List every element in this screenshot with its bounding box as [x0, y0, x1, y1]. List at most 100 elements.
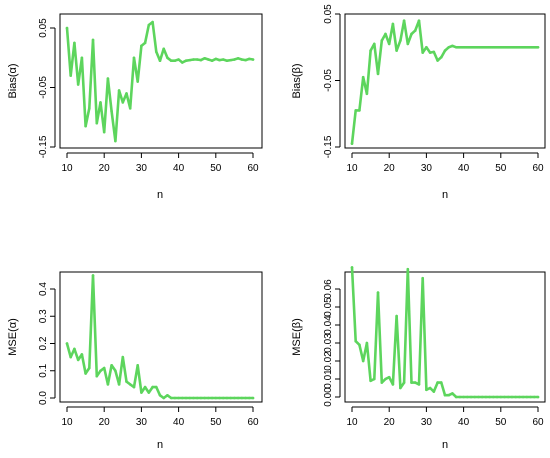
chart-panel-3: 10 20 30 40 50 60 0.0 0.1 0.2 0.3 0.4 n MSE(α): [7, 271, 263, 451]
series-line: [65, 20, 255, 143]
x-tick-label: 20: [384, 417, 396, 428]
data-point: [84, 372, 87, 375]
data-point: [462, 45, 465, 49]
data-point: [132, 56, 136, 60]
data-point: [439, 55, 443, 59]
y-tick-label: 0.00: [323, 387, 334, 407]
data-point: [395, 49, 398, 52]
data-point: [166, 56, 169, 60]
data-point: [91, 38, 95, 42]
data-point: [532, 45, 536, 49]
data-point: [458, 45, 462, 49]
y-tick-label: 0.05: [323, 297, 334, 317]
data-point: [488, 395, 491, 399]
data-point: [499, 395, 503, 399]
data-point: [199, 58, 203, 62]
data-point: [125, 92, 128, 95]
data-point: [506, 45, 510, 49]
data-point: [469, 395, 473, 399]
data-point: [218, 58, 221, 62]
y-tick-label: 0.03: [323, 333, 334, 353]
data-point: [447, 393, 451, 397]
data-point: [114, 139, 117, 143]
plot-frame: [59, 271, 263, 403]
y-tick-label: -0.15: [323, 135, 334, 158]
data-point: [492, 45, 495, 49]
data-point: [421, 51, 424, 54]
series-line: [350, 266, 540, 399]
data-point: [454, 395, 458, 399]
data-point: [384, 32, 387, 36]
data-point: [451, 392, 454, 395]
data-point: [236, 396, 240, 400]
data-point: [462, 395, 465, 399]
chart-panel-2: 10 20 30 40 50 60 -0.15 -0.05 0.05 n Bias(β): [291, 4, 546, 201]
data-point: [432, 390, 436, 393]
x-tick-label: 30: [136, 163, 148, 174]
data-point: [95, 121, 99, 125]
data-point: [480, 45, 484, 49]
data-point: [73, 41, 76, 45]
data-point: [354, 109, 358, 112]
data-point: [162, 47, 166, 51]
data-point: [380, 39, 384, 42]
data-point: [143, 385, 147, 389]
data-point: [376, 291, 380, 294]
data-point: [121, 101, 125, 104]
data-point: [181, 61, 184, 64]
data-point: [466, 395, 469, 399]
data-point: [428, 386, 432, 390]
data-point: [143, 41, 147, 45]
data-point: [514, 45, 517, 49]
data-point: [492, 395, 495, 399]
data-point: [506, 395, 510, 399]
data-point: [473, 395, 477, 399]
x-axis-title: n: [442, 189, 448, 201]
data-point: [210, 59, 214, 63]
data-point: [458, 395, 462, 399]
data-point: [484, 395, 488, 399]
data-point: [525, 395, 529, 399]
data-point: [361, 75, 365, 79]
data-point: [218, 396, 221, 400]
data-point: [84, 124, 87, 128]
data-point: [151, 385, 154, 389]
data-point: [173, 396, 177, 400]
data-point: [510, 45, 514, 49]
y-tick-label: 0.02: [323, 351, 334, 371]
data-point: [169, 59, 173, 63]
data-point: [376, 72, 380, 76]
x-axis-title: n: [157, 189, 163, 201]
data-point: [425, 45, 428, 49]
y-tick-label: 0.01: [323, 369, 334, 389]
data-point: [354, 339, 358, 343]
data-point: [65, 26, 69, 30]
data-point: [365, 341, 369, 345]
data-point: [428, 51, 432, 54]
data-point: [443, 393, 447, 397]
data-point: [106, 77, 110, 80]
y-tick-label: -0.05: [38, 76, 49, 99]
data-point: [207, 58, 210, 61]
y-tick-label: 0.05: [323, 4, 334, 24]
data-point: [413, 381, 417, 384]
data-point: [69, 74, 73, 77]
data-point: [195, 396, 199, 400]
data-point: [399, 39, 402, 42]
data-point: [521, 45, 525, 49]
data-point: [188, 396, 192, 400]
data-point: [125, 380, 128, 383]
data-point: [147, 23, 151, 27]
data-point: [495, 45, 499, 49]
data-point: [240, 396, 244, 400]
x-tick-label: 60: [532, 417, 544, 428]
data-point: [199, 396, 203, 400]
data-point: [117, 383, 121, 386]
data-point: [518, 45, 521, 49]
data-point: [432, 50, 436, 54]
data-point: [469, 45, 473, 49]
x-tick-label: 40: [458, 163, 470, 174]
data-point: [387, 42, 391, 46]
y-tick-label: -0.15: [38, 135, 49, 158]
data-point: [406, 267, 410, 271]
